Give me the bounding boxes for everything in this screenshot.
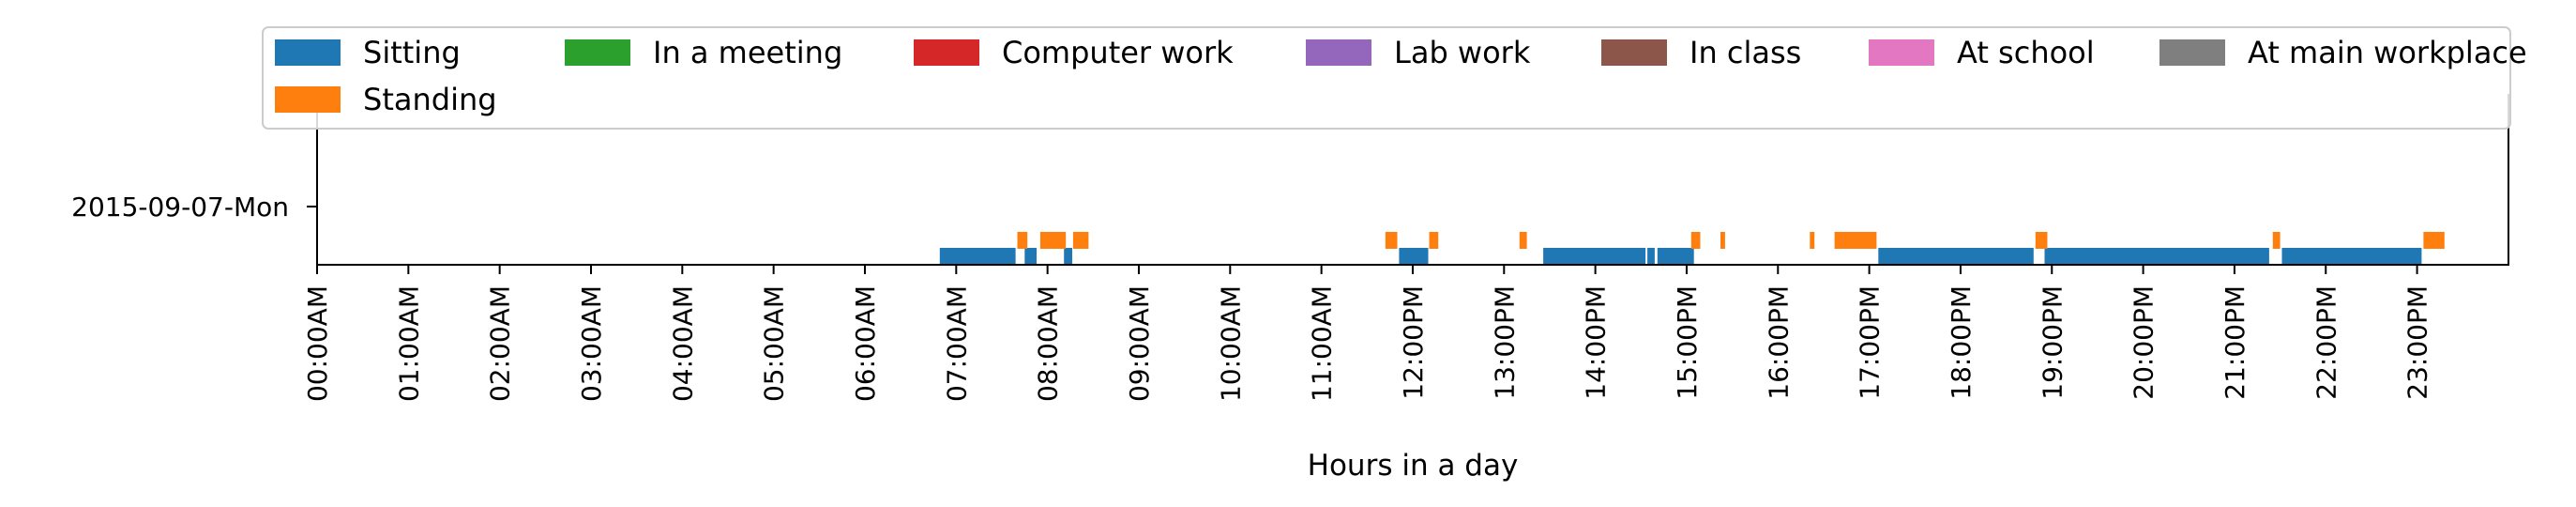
- bar-standing-12: [2423, 232, 2445, 249]
- x-tick-label-8: 08:00AM: [1033, 285, 1064, 402]
- bar-sitting-3: [1399, 248, 1429, 265]
- x-tick-label-9: 09:00AM: [1124, 285, 1155, 402]
- x-tick-label-0: 00:00AM: [302, 285, 333, 402]
- bar-standing-2: [1072, 232, 1089, 249]
- x-tick-label-23: 23:00PM: [2402, 285, 2433, 400]
- legend-label-computer-work: Computer work: [1002, 35, 1234, 70]
- bar-standing-7: [1720, 232, 1725, 249]
- legend-swatch-standing: [275, 86, 341, 113]
- legend-swatch-computer-work: [914, 39, 979, 66]
- x-tick-label-20: 20:00PM: [2129, 285, 2159, 400]
- bar-sitting-2: [1064, 248, 1072, 265]
- legend-label-lab-work: Lab work: [1394, 35, 1531, 70]
- bar-sitting-9: [2281, 248, 2422, 265]
- x-tick-label-2: 02:00AM: [485, 285, 516, 402]
- bar-standing-6: [1690, 232, 1701, 249]
- bar-standing-10: [2035, 232, 2048, 249]
- legend-label-standing: Standing: [363, 82, 497, 117]
- activity-bars: [939, 232, 2445, 265]
- legend-label-sitting: Sitting: [363, 35, 461, 70]
- bar-sitting-7: [1878, 248, 2034, 265]
- x-tick-label-12: 12:00PM: [1398, 285, 1429, 400]
- x-tick-label-19: 19:00PM: [2037, 285, 2068, 400]
- bar-standing-9: [1834, 232, 1877, 249]
- x-tick-label-10: 10:00AM: [1215, 285, 1246, 402]
- y-axis-ticks: 2015-09-07-Mon: [71, 192, 317, 223]
- x-tick-label-4: 04:00AM: [667, 285, 698, 402]
- x-tick-label-14: 14:00PM: [1581, 285, 1612, 400]
- x-tick-label-3: 03:00AM: [576, 285, 607, 402]
- bar-sitting-1: [1024, 248, 1037, 265]
- x-tick-label-15: 15:00PM: [1672, 285, 1703, 400]
- bar-standing-1: [1039, 232, 1067, 249]
- legend-swatch-lab-work: [1306, 39, 1371, 66]
- x-axis-ticks: 00:00AM 01:00AM 02:00AM 03:00AM 04:00AM 05:00…: [302, 265, 2433, 402]
- x-tick-label-13: 13:00PM: [1489, 285, 1520, 400]
- legend-label-at-school: At school: [1957, 35, 2095, 70]
- legend-label-in-class: In class: [1690, 35, 1801, 70]
- x-tick-label-16: 16:00PM: [1763, 285, 1794, 400]
- legend-label-in-a-meeting: In a meeting: [653, 35, 842, 70]
- x-tick-label-18: 18:00PM: [1946, 285, 1977, 400]
- bar-standing-0: [1017, 232, 1028, 249]
- legend-swatch-at-school: [1869, 39, 1934, 66]
- legend-items: Sitting Standing In a meeting Computer work…: [275, 35, 2527, 117]
- x-tick-label-7: 07:00AM: [941, 285, 972, 402]
- x-tick-label-6: 06:00AM: [850, 285, 881, 402]
- bar-sitting-8: [2044, 248, 2269, 265]
- legend-label-at-main-workplace: At main workplace: [2248, 35, 2527, 70]
- bar-sitting-4: [1543, 248, 1646, 265]
- legend-swatch-sitting: [275, 39, 341, 66]
- legend: Sitting Standing In a meeting Computer work…: [262, 26, 2527, 130]
- x-tick-label-1: 01:00AM: [393, 285, 424, 402]
- bar-sitting-0: [939, 248, 1016, 265]
- bar-standing-11: [2272, 232, 2281, 249]
- x-tick-label-22: 22:00PM: [2311, 285, 2341, 400]
- bar-standing-3: [1385, 232, 1398, 249]
- x-tick-label-11: 11:00AM: [1307, 285, 1338, 402]
- x-axis-title: Hours in a day: [1308, 449, 1519, 483]
- bar-sitting-5: [1647, 248, 1655, 265]
- x-tick-label-5: 05:00AM: [759, 285, 790, 402]
- legend-swatch-at-main-workplace: [2159, 39, 2225, 66]
- legend-swatch-in-a-meeting: [565, 39, 630, 66]
- legend-frame: [262, 26, 2511, 130]
- bar-sitting-6: [1657, 248, 1694, 265]
- bar-standing-4: [1429, 232, 1439, 249]
- x-tick-label-21: 21:00PM: [2220, 285, 2250, 400]
- bar-standing-8: [1810, 232, 1815, 249]
- x-tick-label-17: 17:00PM: [1855, 285, 1886, 400]
- legend-swatch-in-class: [1601, 39, 1667, 66]
- y-tick-label-0: 2015-09-07-Mon: [71, 192, 289, 223]
- bar-standing-5: [1519, 232, 1527, 249]
